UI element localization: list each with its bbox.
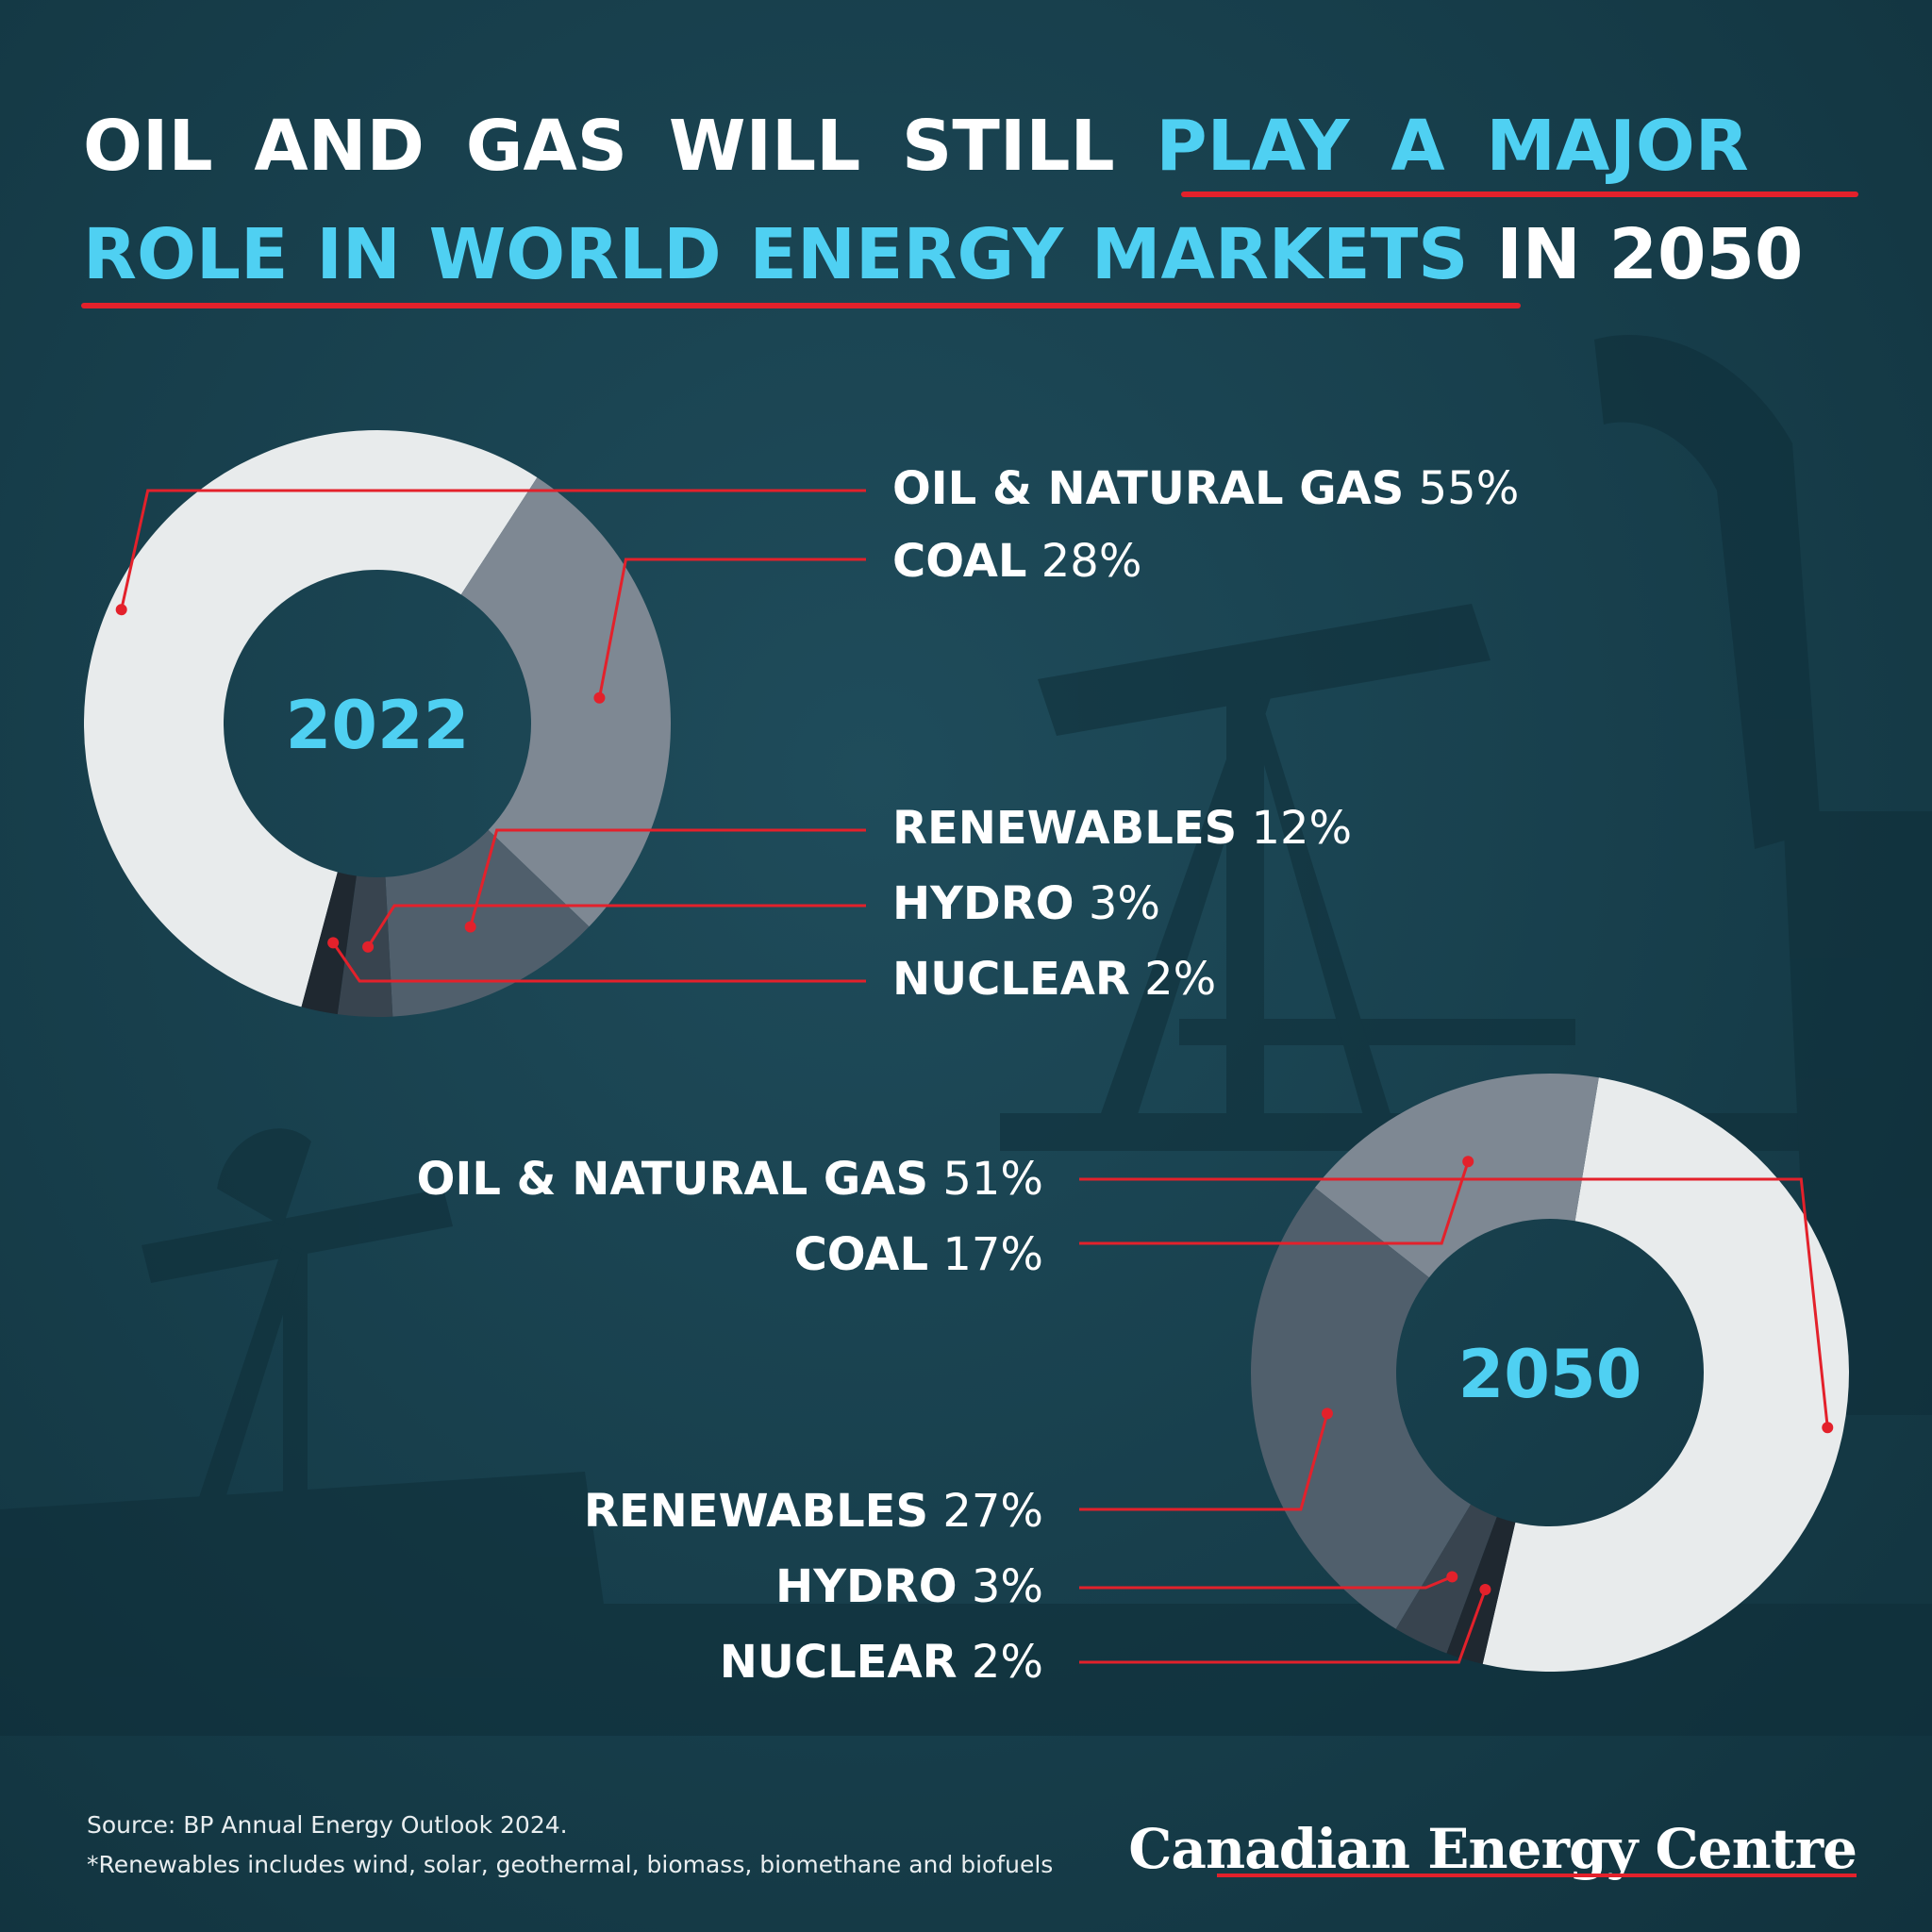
legend-2022-oil-gas-category: OIL & NATURAL GAS — [892, 462, 1405, 515]
brand-underline — [1217, 1874, 1857, 1877]
headline-line-1: OIL AND GAS WILL STILL PLAY A MAJOR — [83, 90, 1857, 203]
leader-dot-2022-renewables — [464, 921, 476, 933]
leader-line-2022-nuclear — [331, 941, 866, 983]
headline-line-2-accent: ROLE IN WORLD ENERGY MARKETS — [83, 214, 1469, 295]
leader-dot-2050-renewables — [1321, 1407, 1333, 1420]
leader-dot-2022-nuclear — [327, 937, 340, 949]
legend-2022-hydro-category: HYDRO — [892, 877, 1074, 930]
renewables-footnote: *Renewables includes wind, solar, geothe… — [87, 1851, 1054, 1878]
legend-2022-nuclear-value: 2% — [1144, 953, 1217, 1006]
legend-2022-hydro: HYDRO 3% — [892, 875, 1160, 932]
leader-line-2022-hydro — [366, 904, 866, 948]
leader-line-2050-nuclear — [1079, 1589, 1487, 1664]
leader-dot-2022-coal — [593, 691, 606, 704]
legend-2022-coal-value: 28% — [1041, 535, 1142, 588]
headline-line-2-white: IN 2050 — [1496, 214, 1804, 295]
legend-2050-nuclear-value: 2% — [971, 1636, 1043, 1689]
legend-2022-renewables-category: RENEWABLES — [892, 802, 1238, 855]
legend-2022-renewables-value: 12% — [1251, 802, 1353, 855]
donut-2022-center-label: 2022 — [286, 687, 470, 764]
legend-2050-coal: COAL 17% — [289, 1226, 1043, 1283]
legend-2050-nuclear: NUCLEAR 2% — [289, 1634, 1043, 1690]
leader-dot-2050-oil-gas — [1822, 1422, 1834, 1434]
headline-underline-1 — [1181, 192, 1858, 197]
legend-2050-coal-value: 17% — [942, 1228, 1043, 1281]
headline-underline-2 — [81, 303, 1521, 308]
legend-2050-oil-gas-value: 51% — [942, 1153, 1043, 1206]
source-note: Source: BP Annual Energy Outlook 2024. — [87, 1811, 568, 1839]
leader-line-2050-hydro — [1079, 1575, 1453, 1590]
legend-2050-renewables-category: RENEWABLES — [583, 1485, 929, 1538]
donut-2022-slice-coal — [460, 477, 672, 927]
leader-line-2050-oil-gas — [1079, 1177, 1829, 1428]
leader-dot-2022-hydro — [362, 941, 375, 953]
leader-dot-2050-coal — [1462, 1156, 1474, 1168]
legend-2022-oil-gas: OIL & NATURAL GAS 55% — [892, 460, 1519, 517]
leader-dot-2050-hydro — [1446, 1571, 1458, 1583]
leader-line-2022-renewables — [469, 828, 866, 927]
legend-2022-nuclear-category: NUCLEAR — [892, 953, 1130, 1006]
legend-2050-nuclear-category: NUCLEAR — [719, 1636, 958, 1689]
leader-line-2022-coal — [597, 558, 866, 699]
leader-line-2050-renewables — [1079, 1412, 1329, 1511]
leader-dot-2022-oil-gas — [115, 604, 127, 616]
donut-2022-slice-oil-gas — [83, 429, 538, 1008]
donut-2050-slice-coal — [1314, 1074, 1599, 1278]
headline-line-2: ROLE IN WORLD ENERGY MARKETS IN 2050 — [83, 198, 1857, 311]
donut-2022-slice-renewables — [385, 829, 590, 1017]
legend-2050-hydro: HYDRO 3% — [289, 1558, 1043, 1615]
headline-line-1-accent: PLAY A MAJOR — [1156, 106, 1749, 187]
legend-2050-oil-gas-category: OIL & NATURAL GAS — [416, 1153, 929, 1206]
legend-2022-oil-gas-value: 55% — [1418, 462, 1520, 515]
leader-line-2050-coal — [1079, 1160, 1470, 1245]
headline-line-1-white: OIL AND GAS WILL STILL — [83, 106, 1115, 187]
legend-2050-hydro-value: 3% — [971, 1560, 1043, 1613]
legend-2022-renewables: RENEWABLES 12% — [892, 800, 1352, 857]
legend-2022-nuclear: NUCLEAR 2% — [892, 951, 1216, 1008]
leader-dot-2050-nuclear — [1479, 1583, 1491, 1595]
legend-2022-hydro-value: 3% — [1088, 877, 1160, 930]
donut-2050-slice-oil-gas — [1482, 1077, 1849, 1672]
brand-logo-wordmark: Canadian Energy Centre — [1128, 1817, 1857, 1881]
donut-2050-center-label: 2050 — [1458, 1336, 1642, 1413]
leader-line-2022-oil-gas — [120, 489, 866, 610]
donut-2050-slice-renewables — [1251, 1187, 1472, 1629]
legend-2050-hydro-category: HYDRO — [775, 1560, 958, 1613]
legend-2050-renewables: RENEWABLES 27% — [289, 1483, 1043, 1540]
legend-2050-renewables-value: 27% — [942, 1485, 1043, 1538]
legend-2022-coal: COAL 28% — [892, 533, 1141, 590]
legend-2022-coal-category: COAL — [892, 535, 1027, 588]
legend-2050-oil-gas: OIL & NATURAL GAS 51% — [289, 1151, 1043, 1208]
legend-2050-coal-category: COAL — [793, 1228, 929, 1281]
